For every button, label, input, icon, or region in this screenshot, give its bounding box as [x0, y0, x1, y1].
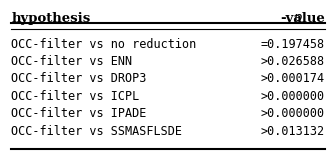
Text: >0.026588: >0.026588: [260, 55, 325, 68]
Text: =0.197458: =0.197458: [260, 38, 325, 51]
Text: OCC-filter vs ICPL: OCC-filter vs ICPL: [11, 90, 140, 103]
Text: OCC-filter vs IPADE: OCC-filter vs IPADE: [11, 107, 147, 120]
Text: OCC-filter vs DROP3: OCC-filter vs DROP3: [11, 73, 147, 85]
Text: OCC-filter vs no reduction: OCC-filter vs no reduction: [11, 38, 197, 51]
Text: hypothesis: hypothesis: [11, 12, 91, 25]
Text: OCC-filter vs SSMASFLSDE: OCC-filter vs SSMASFLSDE: [11, 125, 182, 138]
Text: OCC-filter vs ENN: OCC-filter vs ENN: [11, 55, 132, 68]
Text: >0.000000: >0.000000: [260, 90, 325, 103]
Text: -value: -value: [280, 12, 325, 25]
Text: >0.013132: >0.013132: [260, 125, 325, 138]
Text: $p$: $p$: [293, 12, 303, 26]
Text: >0.000174: >0.000174: [260, 73, 325, 85]
Text: >0.000000: >0.000000: [260, 107, 325, 120]
